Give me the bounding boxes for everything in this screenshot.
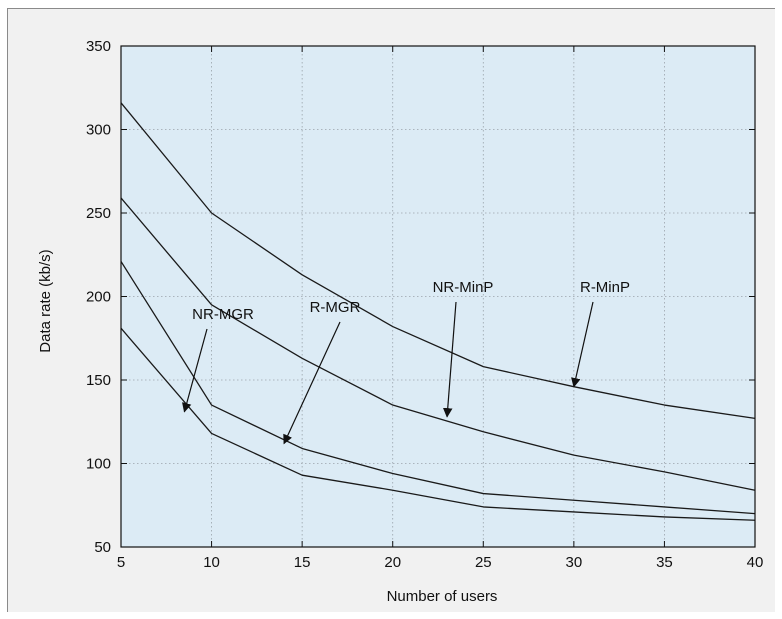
x-tick-label: 15 — [294, 554, 311, 571]
series-line-r-mgr — [120, 261, 756, 515]
annotation-label-nr-mgr: NR-MGR — [192, 306, 254, 323]
y-axis-title: Data rate (kb/s) — [37, 249, 54, 352]
x-tick-label: 5 — [117, 554, 125, 571]
series-line-nr-mgr — [120, 327, 756, 521]
series-line-nr-minp — [120, 197, 756, 491]
annotation-label-nr-minp: NR-MinP — [433, 279, 494, 296]
y-tick-label: 50 — [94, 539, 111, 556]
series-line-r-minp — [120, 102, 756, 420]
annotation-label-r-minp: R-MinP — [580, 279, 630, 296]
annotation-label-r-mgr: R-MGR — [310, 299, 361, 316]
x-tick-label: 35 — [656, 554, 673, 571]
x-tick-label: 20 — [384, 554, 401, 571]
x-tick-label: 30 — [566, 554, 583, 571]
y-tick-label: 250 — [86, 205, 111, 222]
y-tick-label: 200 — [86, 289, 111, 306]
x-tick-label: 25 — [475, 554, 492, 571]
x-axis-title: Number of users — [387, 588, 498, 605]
y-tick-label: 100 — [86, 456, 111, 473]
annotation-arrow-r-mgr — [283, 321, 341, 445]
annotation-arrow-nr-minp — [442, 301, 457, 418]
x-tick-label: 10 — [203, 554, 220, 571]
line-chart: 5 10 15 20 25 30 35 40 50 100 150 200 250 300 350 R-Mi… — [37, 38, 764, 605]
annotation-arrow-r-minp — [571, 301, 594, 388]
y-tick-label: 350 — [86, 38, 111, 55]
y-tick-label: 150 — [86, 372, 111, 389]
y-tick-label: 300 — [86, 122, 111, 139]
chart-frame: 5 10 15 20 25 30 35 40 50 100 150 200 250 300 350 R-Mi… — [7, 8, 775, 612]
annotation-arrow-nr-mgr — [182, 328, 208, 413]
x-tick-label: 40 — [747, 554, 764, 571]
